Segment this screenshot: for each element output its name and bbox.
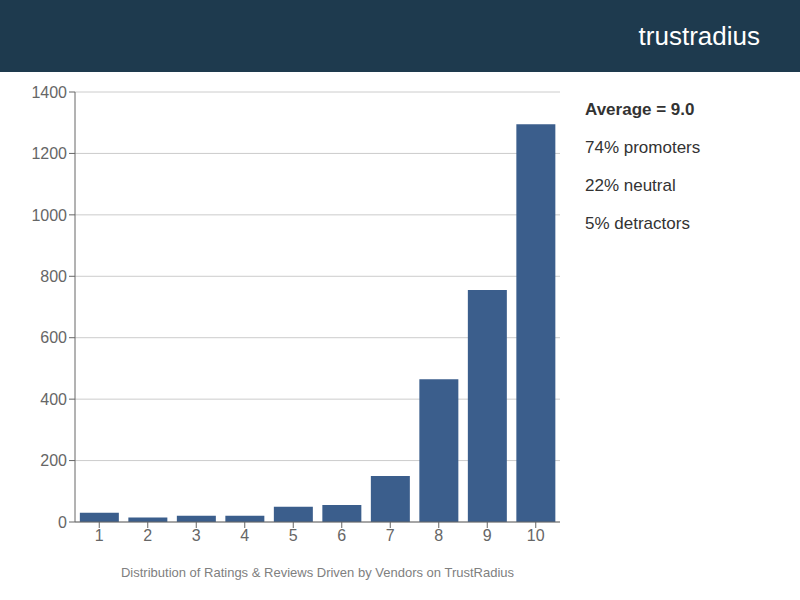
svg-text:8: 8 [434, 527, 443, 544]
html-text:5% detractors: 5% detractors [585, 214, 690, 233]
svg-text:0: 0 [58, 514, 67, 531]
svg-text:3: 3 [192, 527, 201, 544]
html-text:22% neutral: 22% neutral [585, 176, 676, 195]
svg-text:600: 600 [40, 329, 67, 346]
html-text:trustradius: trustradius [638, 20, 760, 51]
svg-text:Distribution of Ratings & Revi: Distribution of Ratings & Reviews Driven… [121, 565, 515, 580]
svg-text:7: 7 [386, 527, 395, 544]
svg-text:5: 5 [289, 527, 298, 544]
svg-text:1: 1 [95, 527, 104, 544]
svg-text:10: 10 [527, 527, 545, 544]
svg-text:800: 800 [40, 268, 67, 285]
svg-text:1000: 1000 [31, 207, 67, 224]
html-text:Average = 9.0: Average = 9.0 [585, 100, 695, 119]
html-text:74% promoters: 74% promoters [585, 138, 701, 157]
svg-text:400: 400 [40, 391, 67, 408]
svg-text:1400: 1400 [31, 84, 67, 101]
svg-text:6: 6 [337, 527, 346, 544]
svg-text:9: 9 [483, 527, 492, 544]
svg-text:4: 4 [240, 527, 249, 544]
svg-text:2: 2 [143, 527, 152, 544]
svg-text:1200: 1200 [31, 145, 67, 162]
svg-text:200: 200 [40, 452, 67, 469]
